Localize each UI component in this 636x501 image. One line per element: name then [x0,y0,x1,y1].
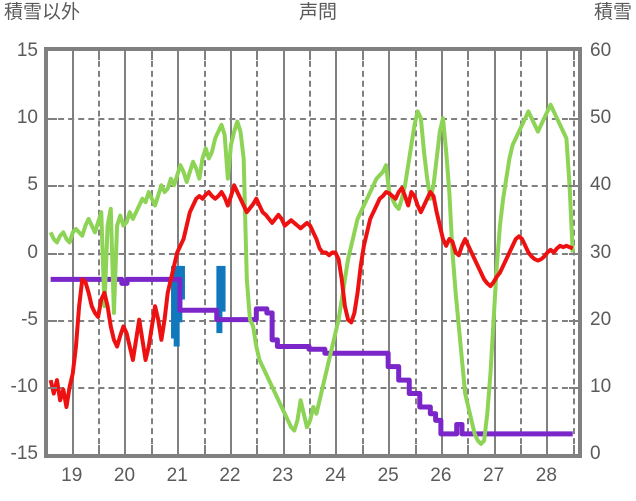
plot-inner [48,51,578,454]
x-tick-21 [177,445,180,454]
x-tick-top [388,51,391,60]
y-axis-tick-label-right: 20 [590,308,612,330]
x-tick-26 [440,445,443,454]
x-tick-top [440,51,443,60]
x-tick-top [71,51,74,60]
x-axis-tick-label: 20 [113,465,136,486]
x-tick-minor-25.5 [414,445,417,454]
x-axis-tick-label: 23 [272,465,294,486]
series-snow-depth [48,102,575,446]
x-tick-top [309,51,312,60]
y-tick-left-10 [48,118,57,121]
gridline-h-5 [48,185,578,188]
x-tick-top [361,51,364,60]
x-tick-minor-23.5 [309,445,312,454]
x-tick-minor-20.5 [150,445,153,454]
x-axis-tick-label: 21 [166,465,188,486]
x-tick-minor-27.5 [519,445,522,454]
y-axis-tick-label-right: 30 [590,241,612,263]
precipitation-bar [216,265,223,334]
series-layer [48,102,575,446]
x-tick-minor-24.5 [361,445,364,454]
gridline-h--5 [48,319,578,322]
y-axis-tick-label-right: 0 [590,443,601,464]
x-tick-20 [124,445,127,454]
x-axis-tick-label: 26 [430,465,452,486]
y-tick-right-3 [569,252,578,255]
y-axis-tick-label-left: 0 [27,241,38,263]
x-tick-19 [71,445,74,454]
x-axis-tick-label: 19 [61,465,83,486]
y-tick-left--5 [48,319,57,322]
x-tick-25 [388,445,391,454]
series-temperature [48,183,574,409]
x-tick-minor-22.5 [256,445,259,454]
chart-title: 声問 [298,2,337,23]
x-tick-minor-19.5 [98,445,101,454]
y-axis-tick-label-right: 10 [590,375,612,397]
x-tick-top [282,51,285,60]
x-tick-23 [282,445,285,454]
x-tick-27 [493,445,496,454]
gridline-h-10 [48,118,578,121]
gridline-h--10 [48,386,578,389]
y-axis-tick-label-left: 15 [16,40,38,61]
right-axis-title: 積雪 [593,2,632,23]
y-tick-right-1 [569,118,578,121]
x-axis-tick-label: 28 [535,465,557,486]
x-axis-tick-label: 27 [483,465,505,486]
x-tick-top [546,51,549,60]
left-axis-title: 積雪以外 [4,2,81,23]
gridline-h-0 [48,252,578,255]
x-tick-minor-28.5 [572,445,575,454]
x-axis-tick-label: 25 [377,465,399,486]
x-tick-top [229,51,232,60]
x-tick-28 [546,445,549,454]
x-tick-top [572,51,575,60]
y-axis-tick-label-right: 50 [590,107,612,129]
x-tick-top [467,51,470,60]
x-tick-top [335,51,338,60]
x-tick-top [256,51,259,60]
x-tick-top [414,51,417,60]
x-tick-minor-21.5 [203,445,206,454]
x-tick-top [493,51,496,60]
x-tick-top [203,51,206,60]
y-tick-right-4 [569,319,578,322]
x-tick-top [519,51,522,60]
x-tick-top [150,51,153,60]
y-axis-tick-label-left: 10 [16,107,38,129]
x-tick-minor-26.5 [467,445,470,454]
series-min-value [50,276,573,437]
y-axis-tick-label-left: 5 [27,174,38,196]
y-tick-right-2 [569,185,578,188]
y-axis-tick-label-right: 40 [590,174,612,196]
y-tick-left-0 [48,252,57,255]
precipitation-bar [219,265,226,312]
x-tick-top [124,51,127,60]
y-axis-tick-label-left: -15 [10,443,38,464]
y-tick-left--10 [48,386,57,389]
x-tick-22 [229,445,232,454]
y-axis-tick-label-left: -5 [21,308,38,330]
y-axis-tick-label-left: -10 [10,375,38,397]
y-tick-right-5 [569,386,578,389]
plot-area [44,47,582,458]
y-axis-tick-label-right: 60 [590,40,612,61]
x-tick-24 [335,445,338,454]
x-tick-top [177,51,180,60]
y-tick-left-5 [48,185,57,188]
x-axis-tick-label: 24 [324,465,346,486]
x-axis-tick-label: 22 [219,465,241,486]
x-tick-top [98,51,101,60]
